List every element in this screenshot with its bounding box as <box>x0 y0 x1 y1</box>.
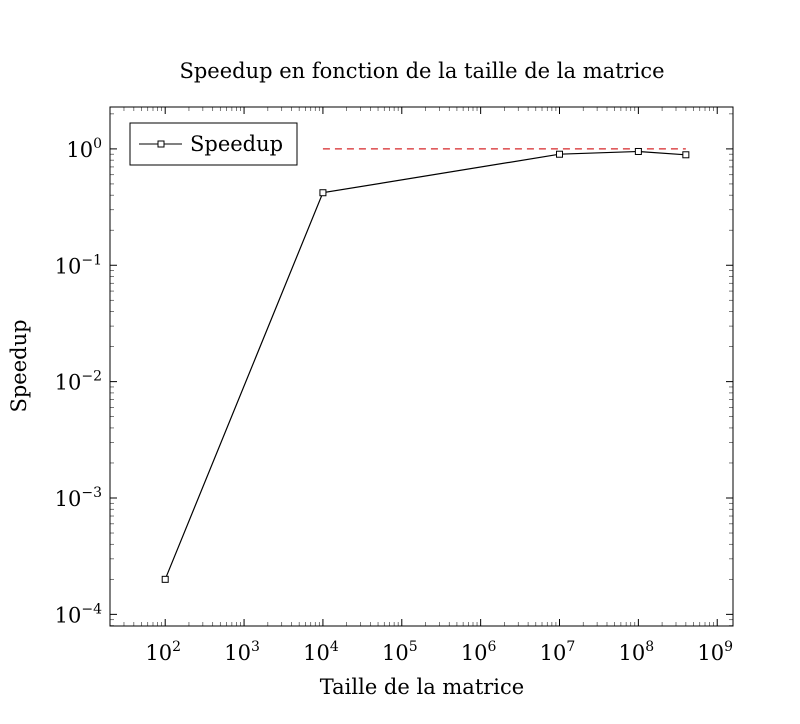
y-axis-label: Speedup <box>7 319 31 412</box>
x-tick-label: 102 <box>145 639 181 665</box>
data-point-marker <box>682 151 690 159</box>
y-tick-label: 10−4 <box>55 601 102 627</box>
x-tick-label: 107 <box>540 639 576 665</box>
data-point-marker <box>161 575 169 583</box>
x-tick-label: 103 <box>224 639 260 665</box>
major-ticks <box>110 107 733 626</box>
minor-ticks <box>109 107 733 626</box>
data-point-marker <box>319 189 327 197</box>
x-tick-label: 105 <box>382 639 418 665</box>
x-tick-labels: 102 103 104 105 106 107 108 109 <box>145 639 733 665</box>
data-point-marker <box>556 150 564 158</box>
series-group <box>161 147 690 583</box>
x-tick-label: 108 <box>619 639 655 665</box>
y-tick-label: 10−1 <box>55 252 102 278</box>
legend: Speedup <box>129 122 298 166</box>
y-tick-label: 10−3 <box>55 485 102 511</box>
y-tick-label: 100 <box>66 136 102 162</box>
y-tick-label: 10−2 <box>55 369 102 395</box>
series-line <box>164 150 686 580</box>
x-tick-label: 106 <box>461 639 497 665</box>
data-point-marker <box>634 147 642 155</box>
x-tick-label: 109 <box>697 639 733 665</box>
chart-title: Speedup en fonction de la taille de la m… <box>179 59 664 83</box>
legend-square-marker-icon <box>157 140 165 148</box>
x-axis-label: Taille de la matrice <box>320 675 524 699</box>
plot-frame <box>109 106 734 627</box>
y-tick-labels: 100 10−1 10−2 10−3 10−4 <box>55 136 102 627</box>
legend-label: Speedup <box>190 132 283 156</box>
legend-box <box>129 122 298 166</box>
x-tick-label: 104 <box>303 639 339 665</box>
